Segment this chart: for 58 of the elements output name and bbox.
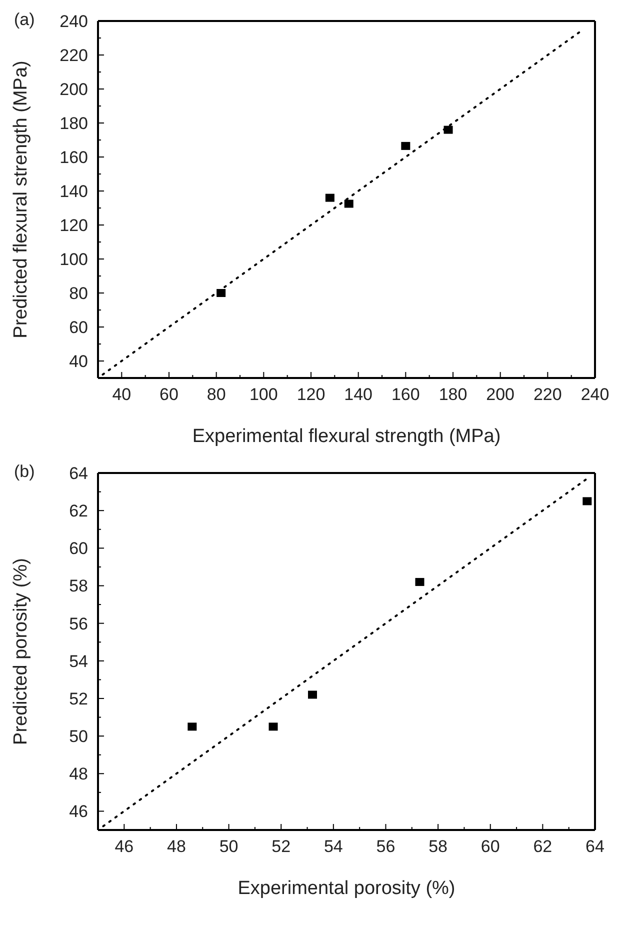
x-tick-label: 58 — [428, 837, 448, 856]
x-tick-label: 46 — [114, 837, 134, 856]
y-tick-label: 54 — [69, 652, 88, 671]
x-tick-label: 40 — [112, 385, 132, 404]
x-axis-title: Experimental flexural strength (MPa) — [192, 426, 501, 447]
y-axis-title: Predicted flexural strength (MPa) — [10, 60, 32, 338]
y-tick-label: 40 — [69, 352, 88, 371]
point — [268, 722, 278, 731]
y-tick-label: 160 — [60, 148, 88, 167]
x-tick-label: 54 — [324, 837, 343, 856]
x-tick-label: 62 — [533, 837, 552, 856]
y-tick-label: 56 — [69, 614, 88, 634]
point — [582, 497, 592, 506]
y-tick-label: 140 — [60, 182, 88, 201]
y-tick-label: 50 — [69, 727, 88, 746]
x-axis-title: Experimental porosity (%) — [238, 878, 456, 899]
x-tick-label: 220 — [533, 385, 562, 404]
y-tick-label: 58 — [69, 576, 88, 596]
x-tick-label: 120 — [296, 385, 326, 404]
point — [444, 126, 453, 134]
x-tick-label: 80 — [206, 385, 226, 404]
x-tick-label: 56 — [376, 837, 396, 856]
y-tick-label: 46 — [69, 802, 88, 822]
point — [344, 200, 354, 208]
y-tick-label: 60 — [69, 539, 88, 558]
x-tick-label: 64 — [586, 837, 604, 856]
x-tick-label: 140 — [344, 385, 373, 404]
y-tick-label: 100 — [60, 250, 88, 269]
x-tick-label: 240 — [580, 385, 610, 404]
x-tick-label: 60 — [160, 385, 178, 404]
y-tick-label: 220 — [60, 46, 88, 65]
point — [415, 578, 424, 586]
y-tick-label: 120 — [60, 216, 88, 235]
y-tick-label: 200 — [60, 80, 88, 99]
x-tick-label: 50 — [219, 837, 238, 856]
y-tick-label: 48 — [69, 764, 88, 784]
y-tick-label: 80 — [69, 284, 88, 303]
x-tick-label: 180 — [438, 385, 468, 404]
x-tick-label: 60 — [480, 837, 500, 856]
chart-title: (b) — [14, 462, 35, 482]
y-tick-label: 60 — [69, 318, 88, 337]
point — [216, 289, 226, 297]
x-tick-label: 100 — [249, 385, 278, 404]
x-tick-label: 200 — [486, 385, 515, 404]
point — [401, 142, 410, 150]
x-tick-label: 48 — [167, 837, 186, 856]
point — [308, 690, 317, 699]
point — [325, 194, 334, 202]
y-axis-title: Predicted porosity (%) — [10, 558, 32, 745]
point — [188, 722, 197, 731]
chart-title: (a) — [14, 10, 35, 30]
y-tick-label: 52 — [69, 689, 88, 708]
x-tick-label: 160 — [391, 385, 420, 404]
y-tick-label: 62 — [69, 502, 88, 521]
y-tick-label: 64 — [69, 464, 88, 483]
y-tick-label: 180 — [60, 114, 88, 133]
x-tick-label: 52 — [272, 837, 291, 856]
y-tick-label: 240 — [60, 12, 88, 31]
